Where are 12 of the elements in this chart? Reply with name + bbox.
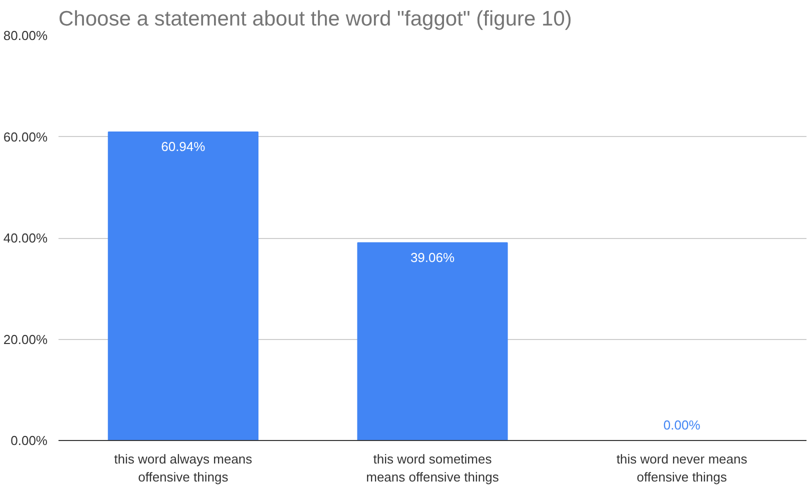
x-tick-label: this word never means offensive things	[616, 452, 748, 484]
chart-title: Choose a statement about the word "faggot" (figure 10)	[58, 8, 572, 30]
data-label: 39.06%	[410, 250, 455, 265]
y-tick-label: 80.00%	[3, 28, 48, 43]
data-label: 0.00%	[663, 418, 701, 432]
x-tick-label: this word sometimes means offensive things	[366, 452, 500, 484]
y-tick-label: 40.00%	[3, 230, 48, 246]
x-tick-label: this word always means offensive things	[114, 452, 253, 484]
y-tick-label: 60.00%	[3, 129, 48, 144]
y-tick-label: 0.00%	[10, 433, 48, 448]
y-tick-label: 20.00%	[3, 332, 48, 347]
data-label: 60.94%	[161, 138, 206, 154]
